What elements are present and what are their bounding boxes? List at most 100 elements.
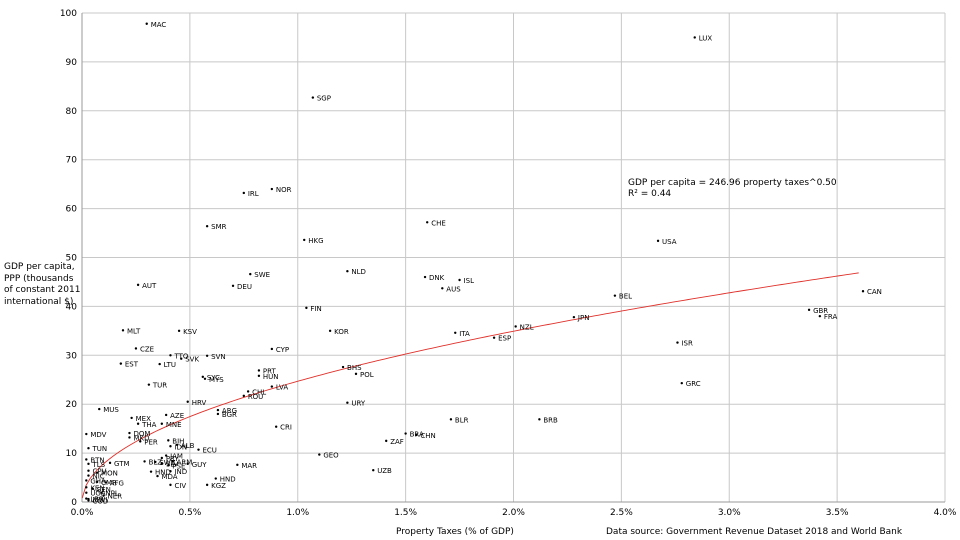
data-point-label: KEN	[90, 484, 104, 492]
data-point-label: CIV	[174, 482, 186, 490]
data-point-label: TUN	[91, 445, 107, 453]
data-point-label: HKG	[308, 237, 323, 245]
data-point-label: BRB	[543, 416, 558, 424]
data-point-label: NER	[108, 493, 123, 501]
data-point-label: AUS	[446, 285, 461, 293]
data-point	[130, 416, 133, 420]
data-point	[180, 357, 183, 360]
data-point-label: SWE	[254, 271, 270, 279]
data-point	[242, 394, 246, 398]
data-point-label: FIN	[310, 305, 321, 313]
data-point	[171, 460, 174, 463]
data-point-label: PSE	[172, 462, 185, 470]
data-point	[145, 22, 148, 25]
x-tick-label: 0.5%	[178, 508, 201, 518]
data-point	[87, 469, 90, 472]
data-point	[160, 456, 164, 460]
data-point-label: ROU	[248, 393, 264, 401]
data-point-label: HND	[155, 469, 171, 477]
data-point-label: HRV	[192, 399, 207, 407]
data-point-label: ECU	[203, 447, 217, 455]
data-point	[169, 469, 172, 473]
data-point-label: SEN	[97, 486, 111, 494]
data-point	[167, 464, 170, 467]
data-point	[156, 474, 159, 478]
data-point	[85, 491, 88, 494]
data-point	[85, 479, 88, 482]
x-tick-label: 4.0%	[934, 508, 957, 518]
data-point	[154, 460, 157, 464]
data-point-label: GUY	[192, 461, 208, 469]
data-point-label: JAM	[169, 453, 183, 461]
data-point-label: IND	[174, 468, 187, 476]
data-point	[186, 400, 189, 403]
data-point-label: DOM	[133, 430, 150, 438]
data-point-label: ISL	[464, 277, 475, 285]
data-point-label: CHL	[252, 388, 266, 396]
data-point-label: GTM	[114, 460, 130, 468]
x-tick-label: 0.0%	[71, 508, 94, 518]
data-point	[164, 413, 168, 417]
data-point-label: ARG	[222, 407, 237, 415]
data-point	[693, 36, 696, 39]
trendline-formula: GDP per capita = 246.96 property taxes^0…	[628, 178, 837, 188]
data-point-label: MKD	[133, 434, 149, 442]
y-tick-label: 100	[60, 9, 77, 19]
data-point	[680, 381, 683, 385]
data-point-label: NOR	[276, 186, 292, 194]
data-point-label: SWZ	[159, 459, 175, 467]
data-point	[177, 329, 181, 333]
x-tick-label: 1.5%	[394, 508, 417, 518]
grid-lines	[81, 12, 946, 503]
data-point	[346, 401, 349, 404]
data-point-label: BTN	[90, 456, 104, 464]
x-axis-label: Property Taxes (% of GDP)	[396, 527, 514, 537]
data-point-label: MAR	[241, 462, 257, 470]
data-point	[216, 412, 220, 416]
data-point	[134, 347, 138, 350]
x-tick-label: 3.0%	[718, 508, 741, 518]
data-point-label: CAN	[867, 288, 882, 296]
data-point	[136, 283, 140, 287]
data-point	[205, 225, 209, 228]
data-point	[201, 375, 205, 379]
data-point	[87, 447, 90, 450]
data-point-label: URY	[351, 400, 366, 408]
data-point	[169, 483, 172, 487]
data-point	[149, 470, 153, 473]
x-tick-label: 2.0%	[502, 508, 525, 518]
data-point	[514, 325, 517, 328]
x-tick-label: 2.5%	[610, 508, 633, 518]
data-point-label: THA	[141, 421, 157, 429]
data-point-label: ISR	[681, 340, 693, 348]
data-point	[169, 354, 172, 357]
data-point	[538, 418, 541, 421]
y-axis-label: GDP per capita, PPP (thousands of consta…	[4, 262, 81, 307]
data-point-label: BHS	[347, 364, 362, 372]
data-point	[861, 290, 865, 293]
data-point	[100, 491, 103, 494]
data-point	[128, 436, 131, 439]
data-point-label: SGP	[317, 95, 331, 103]
data-point	[147, 383, 151, 386]
data-point	[354, 372, 358, 376]
axis-ticks: 0.0% 0.5% 1.0% 1.5% 2.0% 2.5% 3.0% 3.5% 4.0% 0 10 2…	[60, 9, 957, 518]
data-point-label: MDA	[162, 473, 178, 481]
data-point-label: BGR	[222, 411, 237, 419]
data-point	[341, 365, 345, 369]
data-point	[372, 469, 375, 472]
data-point-label: CZE	[140, 345, 154, 353]
data-point	[572, 315, 576, 319]
data-point	[85, 458, 88, 461]
data-point-label: USA	[662, 238, 677, 246]
data-point-label: SYC	[207, 374, 220, 382]
y-tick-label: 0	[71, 498, 77, 508]
data-point	[139, 440, 142, 443]
data-point-label: LVA	[276, 384, 288, 392]
y-tick-label: 60	[66, 205, 78, 215]
data-point	[270, 187, 274, 191]
data-point-label: CRI	[280, 424, 292, 432]
data-point	[104, 481, 107, 484]
data-point	[102, 494, 105, 497]
